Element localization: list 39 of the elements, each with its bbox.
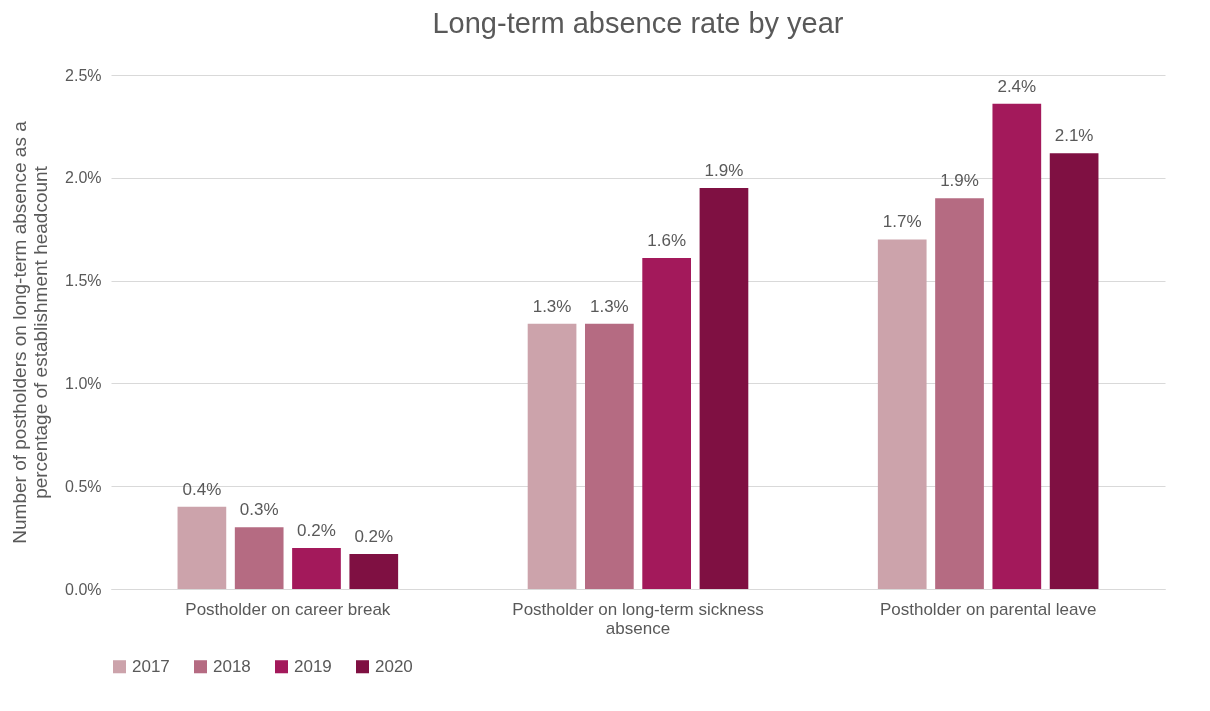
y-tick-label: 2.0% (65, 169, 102, 187)
y-tick-label: 1.0% (65, 374, 102, 392)
data-label: 2.4% (997, 76, 1037, 96)
legend-label: 2018 (213, 656, 251, 676)
legend-label: 2020 (375, 656, 413, 676)
data-label: 1.3% (589, 296, 629, 316)
y-tick-label: 0.0% (65, 580, 102, 598)
data-label: 1.9% (940, 171, 979, 191)
x-tick-label: Postholder on parental leave (879, 599, 1097, 619)
bar (527, 323, 577, 589)
bar (1049, 153, 1099, 589)
y-tick-label: 2.5% (65, 66, 102, 84)
data-label: 0.2% (297, 520, 336, 540)
data-label: 1.3% (532, 296, 572, 316)
data-label: 1.9% (704, 161, 744, 181)
bar (234, 527, 284, 589)
y-axis-title: Number of postholders on long-term absence as a percentage of establishment headcount (9, 120, 52, 544)
data-label: 2.1% (1054, 126, 1094, 146)
chart-title: Long-term absence rate by year (432, 7, 844, 39)
bar (349, 554, 399, 589)
data-label: 1.6% (647, 230, 687, 250)
bar (642, 257, 691, 589)
data-label: 0.4% (182, 479, 222, 499)
legend-label: 2017 (132, 656, 170, 676)
x-tick-label: Postholder on career break (185, 599, 391, 619)
bar (992, 103, 1042, 589)
y-tick-label: 0.5% (65, 477, 102, 495)
data-label: 0.3% (239, 500, 279, 520)
bar (935, 198, 984, 589)
data-label: 0.2% (354, 527, 394, 547)
legend-label: 2019 (294, 656, 332, 676)
bar (177, 506, 227, 589)
bar (877, 239, 927, 589)
x-tick-label: Postholder on long-term sickness absence (512, 599, 764, 638)
bar (699, 188, 749, 589)
bar (292, 547, 341, 589)
data-label: 1.7% (882, 212, 922, 232)
bar (585, 323, 634, 589)
y-tick-label: 1.5% (65, 272, 102, 290)
